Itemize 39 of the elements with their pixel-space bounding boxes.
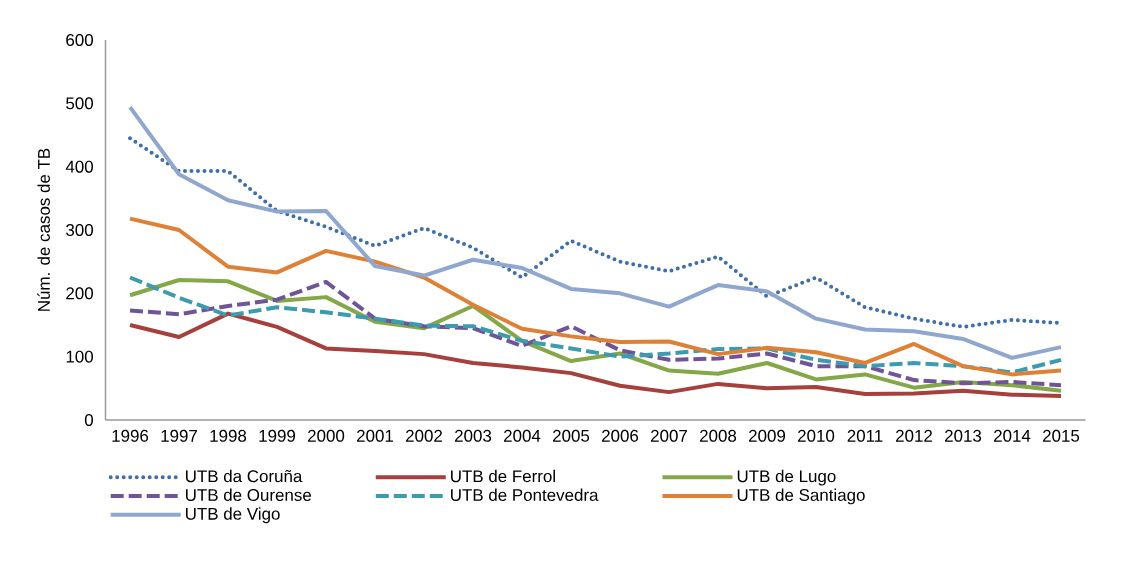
x-tick-label: 2003 bbox=[455, 429, 492, 442]
x-tick-label: 2013 bbox=[945, 429, 982, 442]
legend-label: UTB de Ferrol bbox=[451, 469, 555, 483]
x-tick-label: 2007 bbox=[651, 429, 687, 442]
y-tick-label: 0 bbox=[84, 413, 94, 426]
x-tick-label: 2008 bbox=[700, 429, 737, 442]
legend-label: UTB de Santiago bbox=[737, 488, 865, 505]
x-tick-label: 1997 bbox=[161, 429, 197, 442]
legend-label: UTB de Vigo bbox=[186, 507, 280, 524]
x-tick-label: 2005 bbox=[553, 429, 590, 442]
y-tick-label: 300 bbox=[66, 223, 94, 236]
line-series bbox=[128, 216, 1064, 377]
x-tick-label: 2000 bbox=[308, 429, 345, 442]
legend-label: UTB da Coruña bbox=[186, 469, 303, 483]
legend-label: UTB de Ourense bbox=[186, 488, 311, 502]
x-tick-label: 2009 bbox=[749, 429, 786, 442]
x-tick-label: 1996 bbox=[112, 429, 149, 442]
x-tick-label: 2012 bbox=[896, 429, 932, 442]
x-tick-label: 2002 bbox=[406, 429, 442, 442]
legend-label: UTB de Lugo bbox=[737, 469, 836, 486]
y-axis-title: Núm. de casos de TB bbox=[37, 148, 50, 311]
line-series bbox=[128, 105, 1064, 360]
x-tick-label: 2001 bbox=[357, 429, 394, 442]
y-tick-label: 100 bbox=[66, 350, 94, 363]
line-series bbox=[128, 275, 1064, 375]
x-tick-label: 2014 bbox=[994, 429, 1031, 442]
y-tick-label: 400 bbox=[65, 160, 94, 173]
legend-label: UTB de Pontevedra bbox=[451, 488, 599, 502]
x-tick-label: 2015 bbox=[1043, 429, 1080, 442]
x-tick-label: 1999 bbox=[259, 429, 296, 442]
x-tick-label: 2011 bbox=[847, 429, 883, 442]
y-tick-label: 200 bbox=[66, 287, 94, 300]
y-tick-label: 500 bbox=[66, 97, 94, 110]
x-tick-label: 2004 bbox=[504, 429, 541, 442]
x-tick-label: 2006 bbox=[602, 429, 639, 442]
x-tick-label: 1998 bbox=[210, 429, 247, 442]
line-series bbox=[128, 311, 1064, 398]
x-tick-label: 2010 bbox=[798, 429, 835, 442]
y-tick-label: 600 bbox=[66, 33, 94, 46]
